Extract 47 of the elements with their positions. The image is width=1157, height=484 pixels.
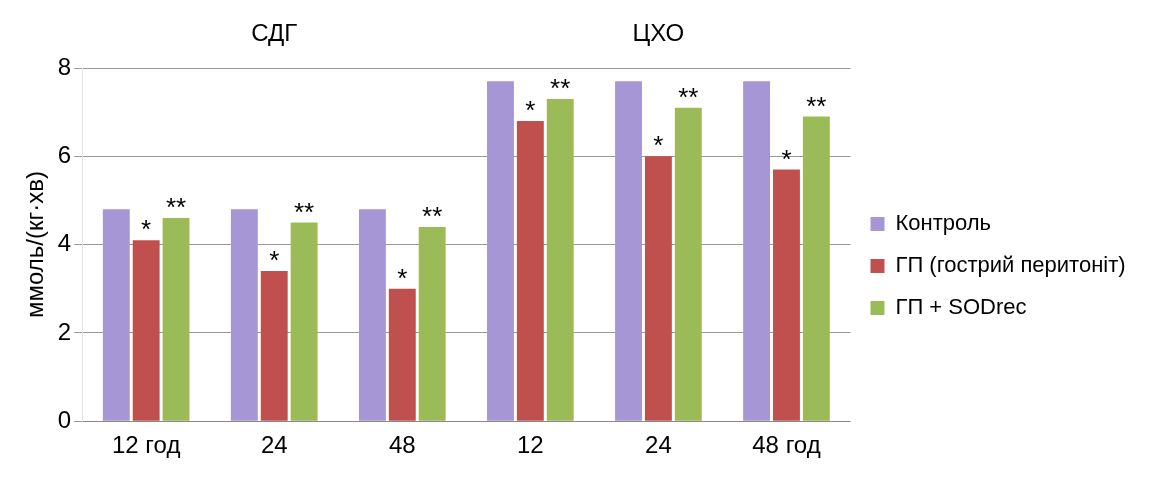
x-tick-label: 24 [645,431,672,459]
data-label: * [141,214,152,245]
bar [773,169,800,421]
y-tick-label: 0 [57,405,72,433]
legend-label: ГП + SODrec [895,294,1027,320]
data-label: ** [806,90,827,121]
bar [102,209,130,421]
text: СДГ [251,18,298,46]
y-tick-label: 2 [57,317,72,345]
data-label: * [781,143,792,174]
data-label: * [653,130,664,161]
y-axis-title: ммоль/(кг·хв) [21,171,49,319]
bar [358,209,386,421]
data-label: ** [422,201,443,232]
bar [388,288,416,421]
data-label: ** [293,196,315,227]
bar [674,107,702,421]
data-label: ** [678,81,699,112]
y-tick-label: 4 [57,229,72,257]
x-tick-label: 48 [388,431,416,459]
y-tick-label: 8 [57,52,72,80]
y-tick-label: 6 [57,140,72,168]
x-tick-label: 48 год [752,431,821,459]
x-tick-label: 24 [260,431,288,459]
data-label: ** [550,73,571,104]
x-tick-label: 12 [517,431,544,459]
bar [162,218,190,421]
bar [615,81,642,421]
data-label: * [269,245,280,276]
bar [644,156,672,421]
bar [546,98,574,421]
bar [516,120,544,421]
bar [290,222,318,421]
bar [743,81,771,421]
text: ЦХО [632,18,685,46]
bar [802,116,830,421]
bar [487,81,514,421]
bar [418,226,446,421]
legend-label: Контроль [895,210,992,236]
x-tick-label: 12 год [111,431,181,459]
data-label: ** [165,192,187,223]
legend-label: ГП (гострий перитоніт) [895,252,1126,278]
bar [230,209,258,421]
data-label: * [397,262,408,293]
data-label: * [525,95,536,126]
bar [132,240,160,421]
bar [260,271,288,421]
